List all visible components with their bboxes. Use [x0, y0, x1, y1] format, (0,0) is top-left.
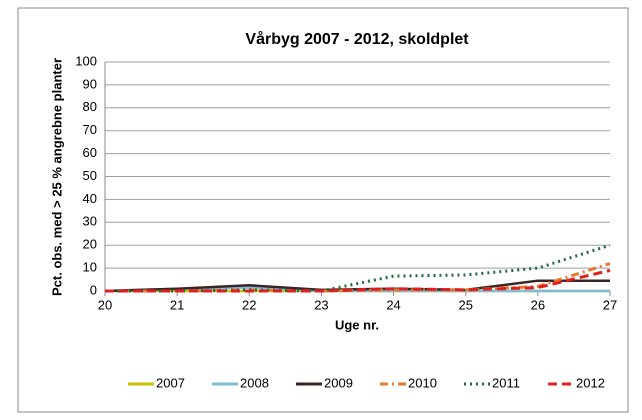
x-tick-label: 24	[386, 297, 400, 312]
y-tick-label: 10	[83, 260, 97, 275]
y-tick-label: 80	[83, 99, 97, 114]
x-axis-label: Uge nr.	[335, 317, 379, 332]
y-tick-label: 100	[75, 53, 97, 68]
x-tick-label: 20	[98, 297, 112, 312]
y-tick-label: 30	[83, 214, 97, 229]
chart-title: Vårbyg 2007 - 2012, skoldplet	[245, 30, 469, 48]
y-tick-label: 70	[83, 122, 97, 137]
x-tick-label: 23	[314, 297, 328, 312]
series-line	[105, 268, 611, 293]
x-tick-label: 27	[603, 297, 617, 312]
legend-label: 2010	[408, 375, 437, 390]
y-tick-label: 40	[83, 191, 97, 206]
x-tick-label: 22	[242, 297, 256, 312]
y-tick-label: 60	[83, 145, 97, 160]
chart-frame	[17, 7, 629, 413]
legend-label: 2009	[324, 375, 353, 390]
legend-label: 2007	[156, 375, 185, 390]
y-tick-label: 20	[83, 237, 97, 252]
y-tick-label: 90	[83, 76, 97, 91]
y-tick-label: 50	[83, 168, 97, 183]
y-axis-label: Pct. obs. med > 25 % angrebne planter	[49, 58, 64, 296]
x-tick-label: 26	[531, 297, 545, 312]
x-tick-label: 21	[170, 297, 184, 312]
x-tick-label: 25	[458, 297, 472, 312]
y-tick-label: 0	[90, 282, 97, 297]
legend-label: 2012	[576, 375, 605, 390]
legend-label: 2008	[240, 375, 269, 390]
legend-label: 2011	[492, 375, 520, 390]
